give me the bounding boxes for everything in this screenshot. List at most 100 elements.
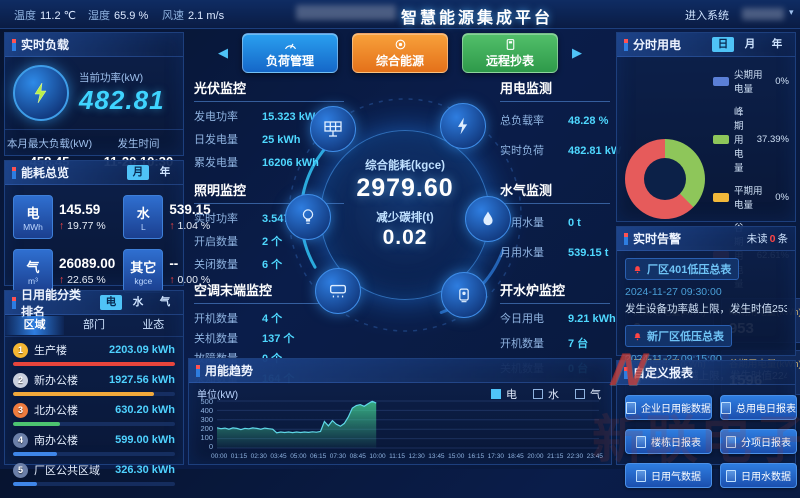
current-power-label: 当前功率(kW)	[79, 72, 144, 84]
panel-title: 自定义报表	[633, 366, 694, 380]
load-management-button[interactable]: 负荷管理	[242, 33, 338, 73]
air-conditioner-icon	[315, 268, 361, 314]
tab-electric[interactable]: 电	[100, 295, 122, 310]
other-tile-icon: 其它 kgce	[123, 249, 164, 293]
carousel-prev-icon[interactable]: ◀	[218, 45, 228, 60]
legend-sharp: 尖期用电量 0%	[713, 67, 789, 95]
chevron-down-icon[interactable]: ▾	[789, 7, 794, 17]
center-stage: 综合能耗(kgce) 2979.60 减少碳排(t) 0.02 光伏监控 发电功…	[188, 76, 621, 385]
legend-swatch-icon	[713, 76, 729, 86]
enter-system-link[interactable]: 进入系统	[685, 10, 729, 22]
alarm-bell-icon	[634, 332, 641, 340]
subtab-business[interactable]: 业态	[142, 319, 165, 331]
header-marker-icon	[624, 366, 628, 379]
document-icon	[721, 401, 731, 414]
redacted-account-name[interactable]	[742, 8, 784, 20]
redacted-logo	[296, 5, 396, 20]
tab-month[interactable]: 月	[744, 38, 756, 50]
gas-tile-icon: 气 m³	[13, 249, 53, 293]
legend-swatch-icon	[575, 389, 585, 399]
water-gas-monitor: 水气监测 日用水量 0 t 月用水量 539.15 t	[500, 180, 610, 267]
total-energy-value: 2979.60	[356, 174, 454, 202]
report-button-building-daily[interactable]: 楼栋日报表	[625, 429, 712, 454]
alert-source-chip[interactable]: 新厂区低压总表	[625, 325, 732, 347]
overview-item-other: 其它 kgce -- ↑ 0.00 %	[123, 249, 210, 293]
up-arrow-icon: ↑	[169, 220, 175, 232]
document-icon	[636, 469, 646, 482]
tab-day[interactable]: 日	[712, 37, 734, 52]
topbar: 温度 11.2 ℃ 湿度 65.9 % 风速 2.1 m/s 智慧能源集成平台 进入系…	[0, 0, 800, 29]
page-title: 智慧能源集成平台	[401, 10, 554, 27]
legend-gas[interactable]: 气	[575, 386, 601, 402]
legend-electric[interactable]: 电	[491, 386, 517, 402]
tab-month[interactable]: 月	[127, 165, 149, 180]
carousel-next-icon[interactable]: ▶	[572, 45, 582, 60]
meter-icon	[506, 38, 514, 50]
report-button-daily-gas-data[interactable]: 日用气数据	[625, 463, 712, 488]
header-marker-icon	[196, 364, 200, 377]
legend-peak: 峰期用电量 37.39%	[713, 104, 789, 174]
legend-swatch-icon	[713, 134, 729, 144]
report-button-subitem-daily[interactable]: 分项日报表	[720, 429, 797, 454]
unread-count: 未读 0 条	[746, 233, 788, 245]
realtime-alerts-panel: 实时告警 未读 0 条 厂区401低压总表 2024-11-27 09:30:00 …	[616, 226, 796, 382]
rank-bar	[13, 422, 60, 426]
alert-time: 2024-11-27 09:30:00	[625, 286, 722, 298]
alert-source-chip[interactable]: 厂区401低压总表	[625, 258, 740, 280]
report-button-daily-water-data[interactable]: 日用水数据	[720, 463, 797, 488]
pv-monitor: 光伏监控 发电功率 15.323 kW 日发电量 25 kWh 累发电量 16206 …	[194, 78, 344, 177]
power-monitor: 用电监测 总负载率 48.28 % 实时负荷 482.81 kW	[500, 78, 621, 165]
carbon-reduction-label: 减少碳排(t)	[376, 212, 434, 224]
legend-swatch-icon	[491, 389, 501, 399]
rank-badge: 2	[13, 372, 28, 388]
humidity-readout: 湿度 65.9 %	[88, 10, 149, 22]
overview-item-electric: 电 MWh 145.59 ↑ 19.77 %	[13, 195, 115, 239]
header-marker-icon	[624, 38, 628, 51]
energy-trend-panel: 用能趋势 单位(kW) 电 水 气 500 400 300 200 100 0 00:00…	[188, 358, 612, 465]
custom-reports-panel: 自定义报表 企业日用能数据 总用电日报表 楼栋日报表 分项日报表 日用气数据 日…	[616, 360, 797, 488]
panel-title: 用能趋势	[205, 364, 254, 378]
document-icon	[726, 469, 736, 482]
rank-bar	[13, 482, 38, 486]
rank-row[interactable]: 4 南办公楼 599.00 kWh	[5, 427, 183, 456]
document-icon	[636, 435, 646, 448]
rank-row[interactable]: 5 厂区公共区域 326.30 kWh	[5, 457, 183, 486]
tab-year[interactable]: 年	[771, 38, 783, 50]
rank-row[interactable]: 3 北办公楼 630.20 kWh	[5, 397, 183, 426]
alert-item[interactable]: 厂区401低压总表 2024-11-27 09:30:00 发生设备功率越上限，…	[617, 251, 795, 318]
temperature-readout: 温度 11.2 ℃	[14, 10, 77, 22]
rank-badge: 4	[13, 432, 28, 448]
trend-area-chart[interactable]	[217, 398, 599, 452]
daily-energy-ranking-panel: 日用能分类排名 电 水 气 区域 部门 业态 1 生产楼 2203.09 kWh 2…	[4, 288, 184, 486]
water-boiler-icon	[441, 272, 487, 318]
time-of-use-donut-chart	[625, 138, 705, 219]
subtab-area[interactable]: 区域	[5, 316, 65, 335]
lightning-circle-icon	[13, 65, 69, 121]
up-arrow-icon: ↑	[59, 274, 65, 286]
carbon-reduction-value: 0.02	[382, 226, 428, 249]
tab-gas[interactable]: 气	[159, 296, 171, 308]
legend-water[interactable]: 水	[533, 386, 559, 402]
header-marker-icon	[624, 232, 628, 245]
y-axis-labels: 500 400 300 200 100 0	[200, 397, 213, 451]
alert-description: 发生设备功率越上限，发生时值253.2kW，…	[625, 303, 787, 315]
decorative-rings	[288, 98, 522, 332]
alarm-bell-icon	[634, 265, 641, 273]
rank-row[interactable]: 2 新办公楼 1927.56 kWh	[5, 367, 183, 396]
subtab-department[interactable]: 部门	[82, 319, 105, 331]
total-energy-label: 综合能耗(kgce)	[365, 160, 445, 172]
report-button-enterprise-daily-energy[interactable]: 企业日用能数据	[625, 395, 712, 420]
header-marker-icon	[12, 296, 16, 309]
remote-meter-reading-button[interactable]: 远程抄表	[462, 33, 558, 73]
header-marker-icon	[12, 166, 16, 179]
report-button-total-electric-daily[interactable]: 总用电日报表	[720, 395, 797, 420]
electric-tile-icon: 电 MWh	[13, 195, 53, 239]
integrated-energy-button[interactable]: 综合能源	[352, 33, 448, 73]
panel-title: 能耗总览	[21, 166, 70, 180]
panel-title: 实时负载	[21, 38, 70, 52]
legend-flat: 平期用电量 0%	[713, 183, 789, 211]
rank-row[interactable]: 1 生产楼 2203.09 kWh	[5, 337, 183, 366]
tab-year[interactable]: 年	[159, 166, 171, 178]
tab-water[interactable]: 水	[132, 296, 144, 308]
